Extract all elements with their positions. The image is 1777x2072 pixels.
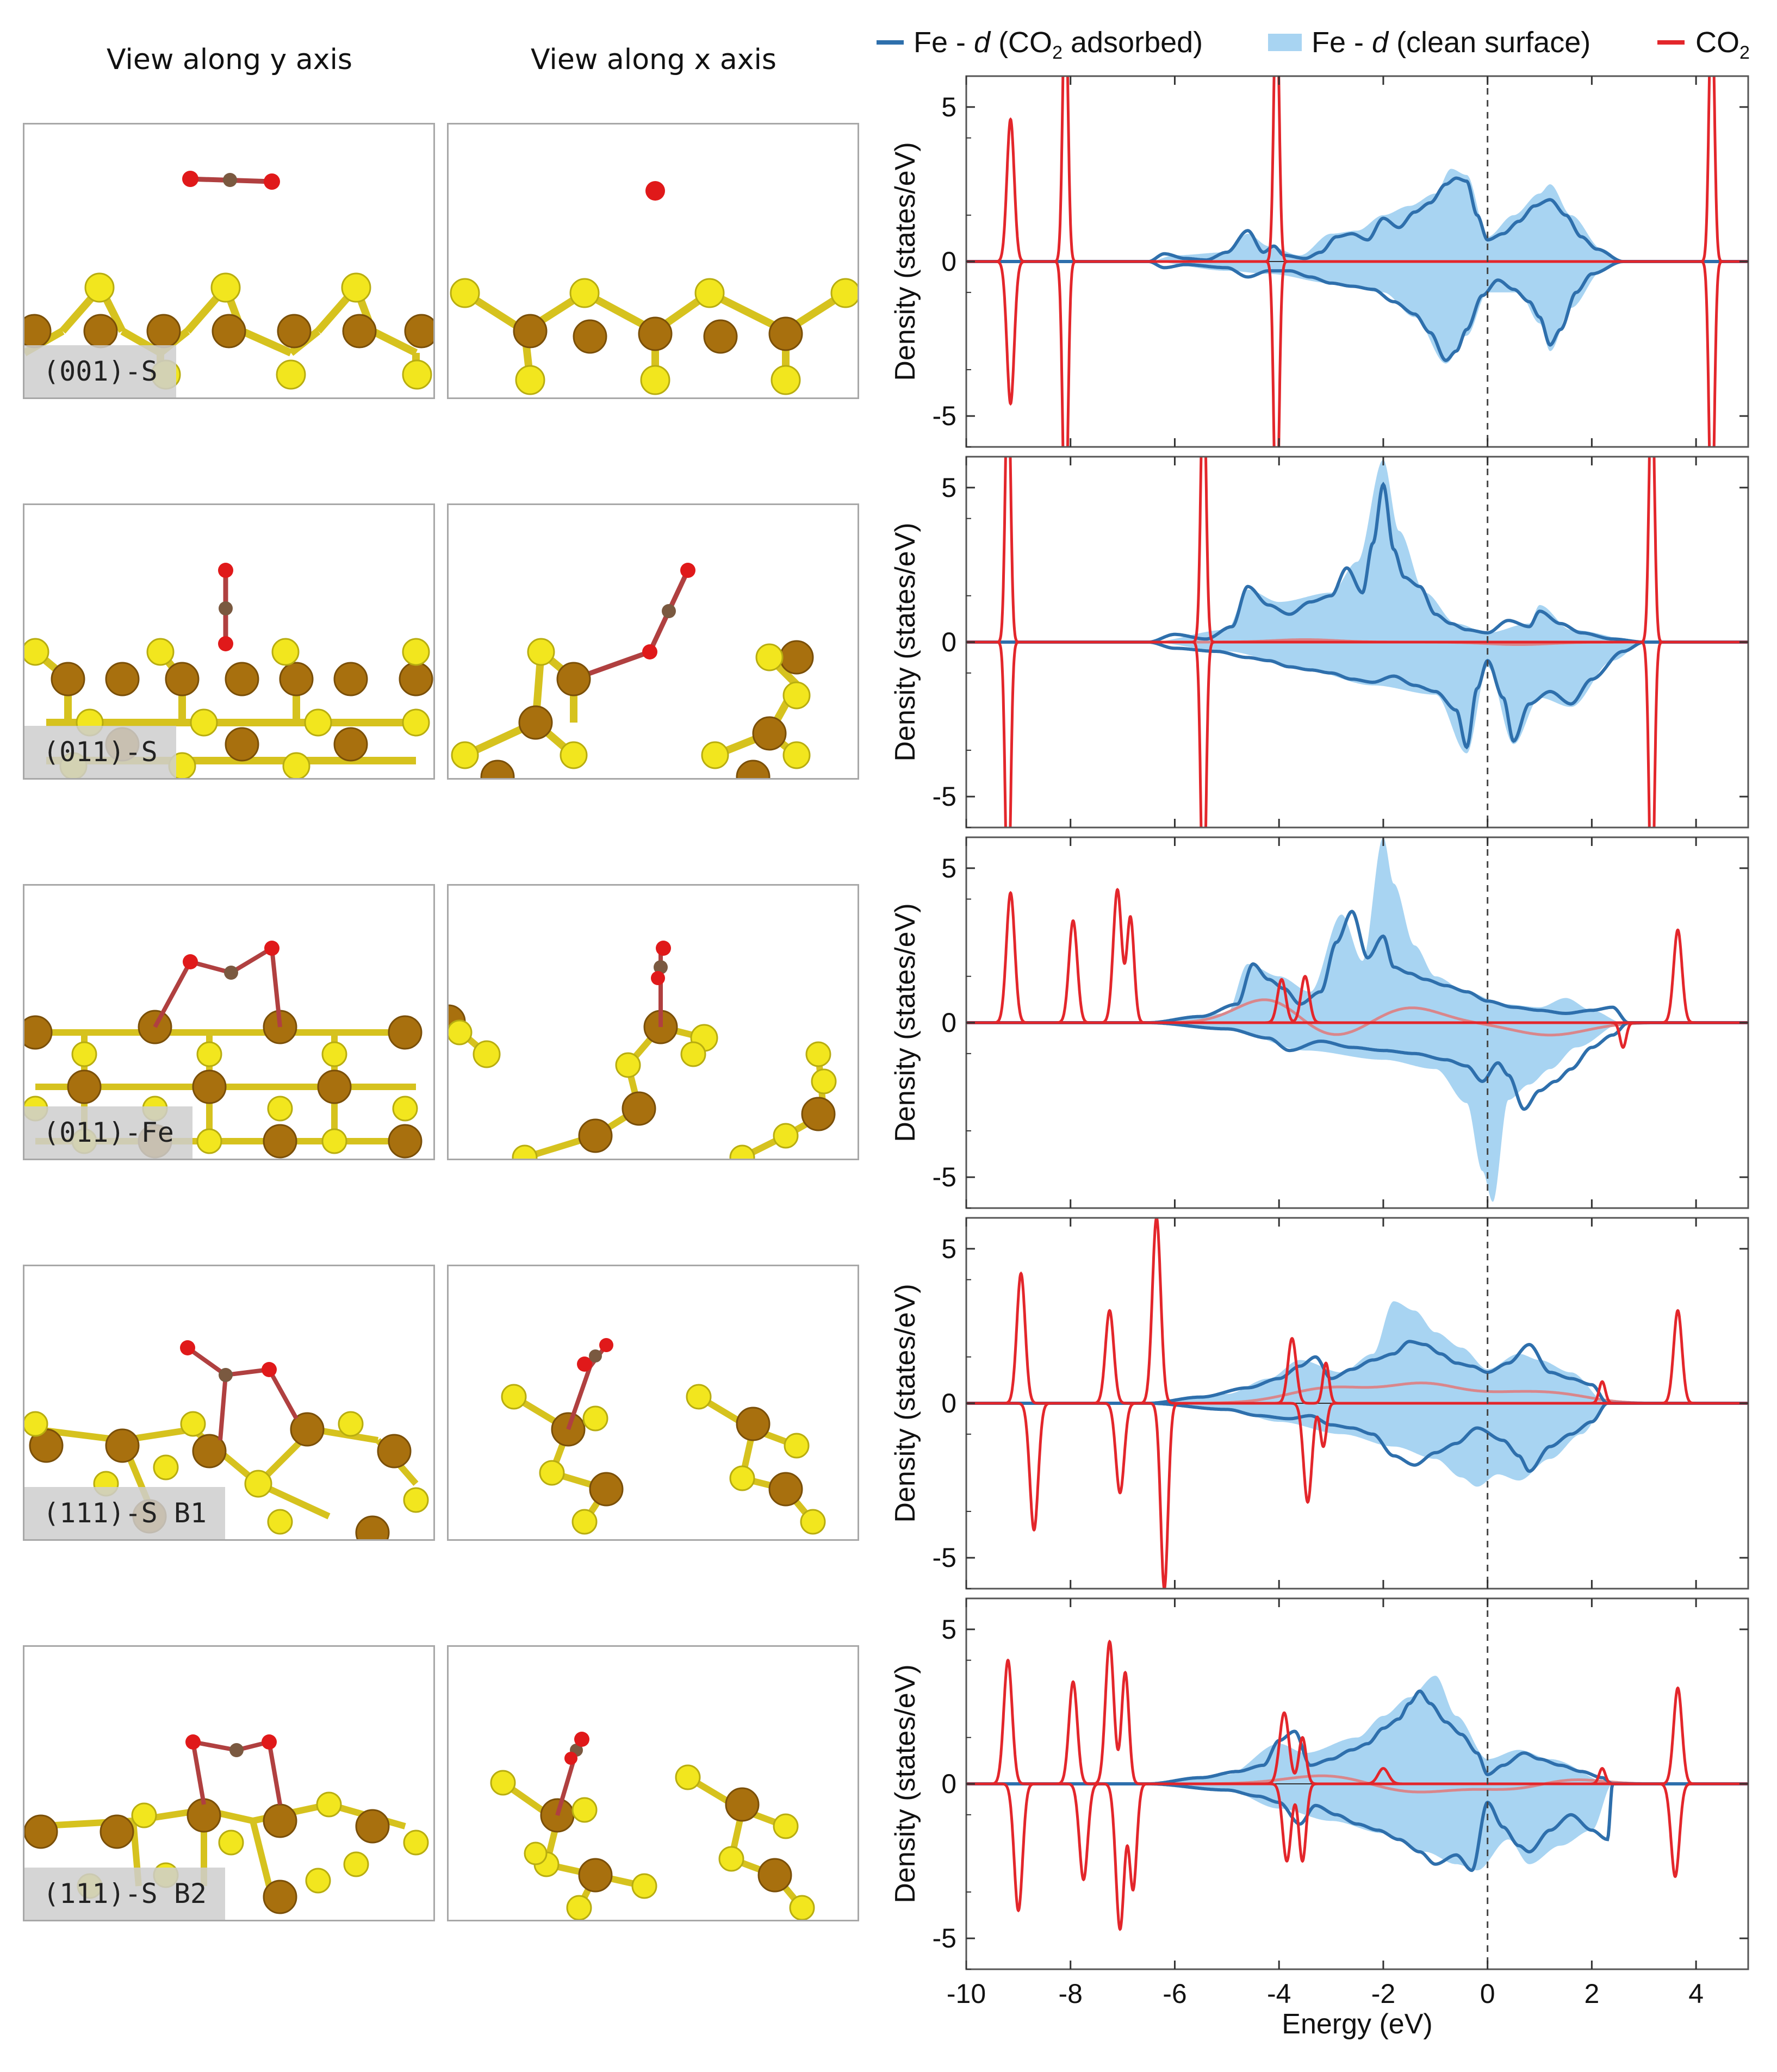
- slab-label-011-s: (011)-S: [24, 726, 176, 778]
- y-axis-title: Density (states/eV): [890, 522, 921, 761]
- dos-panel-011-fe: 5 0 -5 Density (states/eV): [890, 836, 1749, 1209]
- fe-clean-down-area: [966, 642, 1748, 754]
- legend-label-fe-adsorbed: Fe - d (CO2 adsorbed): [914, 26, 1203, 63]
- co2-molecule: [182, 171, 280, 190]
- y-tick-label: 0: [941, 246, 956, 277]
- fe-clean-down-area: [966, 1784, 1748, 1871]
- atoms-view-x-001-s: [450, 181, 858, 395]
- fe-atoms: [24, 314, 433, 349]
- atoms-view-y-111-s-b1: [24, 1340, 429, 1539]
- dos-panel-111-s-b2: 5 0 -5 Density (states/eV) -10 -8 -6 -4 -2 0 2 4 Ene…: [890, 1597, 1749, 2040]
- y-tick-label: 5: [941, 1614, 956, 1645]
- slab-label-111-s-b1: (111)-S B1: [24, 1487, 226, 1539]
- atoms-view-y-111-s-b2: [24, 1734, 429, 1914]
- atoms-view-x-111-s-b2: [490, 1732, 815, 1920]
- structure-view-y-001-s: (001)-S: [23, 123, 435, 399]
- fe-clean-up-area: [966, 1301, 1748, 1403]
- dos-panel-011-s: 5 0 -5 Density (states/eV): [890, 456, 1749, 829]
- fe-clean-up-area: [966, 837, 1748, 1023]
- x-tick-label: -10: [947, 1978, 986, 2009]
- structure-view-x-001-s: [447, 123, 859, 399]
- structure-view-x-011-fe: [447, 884, 859, 1160]
- co2-down-line: [966, 1782, 1748, 1931]
- x-tick-label: 0: [1480, 1978, 1495, 2009]
- y-tick-label: 0: [941, 1007, 956, 1038]
- x-tick-label: -4: [1267, 1978, 1291, 2009]
- y-axis-title: Density (states/eV): [890, 142, 921, 381]
- structure-view-y-111-s-b2: (111)-S B2: [23, 1645, 435, 1921]
- co2-down-line: [966, 1021, 1748, 1049]
- y-tick-label: -5: [933, 1542, 956, 1573]
- x-tick-label: 4: [1688, 1978, 1704, 2009]
- structure-view-x-011-s: [447, 503, 859, 780]
- legend-label-fe-clean: Fe - d (clean surface): [1312, 26, 1590, 59]
- fe-clean-up-area: [966, 459, 1748, 642]
- legend-swatch-fe-clean: [1268, 34, 1302, 51]
- y-axis-title: Density (states/eV): [890, 1284, 921, 1522]
- co2-up-line: [966, 76, 1748, 263]
- fe-clean-down-area: [966, 1023, 1748, 1202]
- y-tick-label: 0: [941, 627, 956, 657]
- fe-clean-up-area: [966, 169, 1748, 262]
- slab-label-011-fe: (011)-Fe: [24, 1106, 192, 1159]
- structure-view-y-011-s: (011)-S: [23, 503, 435, 780]
- slab-label-111-s-b2: (111)-S B2: [24, 1868, 226, 1920]
- y-tick-label: 0: [941, 1769, 956, 1799]
- co2-down-line: [966, 260, 1748, 447]
- structure-view-x-111-s-b2: [447, 1645, 859, 1921]
- legend: Fe - d (CO2 adsorbed) Fe - d (clean surf…: [877, 26, 1750, 63]
- legend-label-co2: CO2: [1695, 26, 1750, 63]
- y-tick-label: 5: [941, 1234, 956, 1264]
- y-tick-label: -5: [933, 401, 956, 431]
- structure-view-y-011-fe: (011)-Fe: [23, 884, 435, 1160]
- x-axis-title: Energy (eV): [1282, 2008, 1432, 2040]
- column-title-x: View along x axis: [530, 43, 777, 76]
- x-tick-label: -2: [1371, 1978, 1395, 2009]
- y-axis-title: Density (states/eV): [890, 1664, 921, 1903]
- co2-down-line: [966, 640, 1748, 827]
- fe-clean-down-area: [966, 262, 1748, 364]
- y-tick-label: 0: [941, 1388, 956, 1418]
- x-tick-label: -6: [1163, 1978, 1186, 2009]
- x-tick-label: -8: [1058, 1978, 1082, 2009]
- y-tick-label: 5: [941, 472, 956, 503]
- structure-view-x-111-s-b1: [447, 1265, 859, 1541]
- y-axis-title: Density (states/eV): [890, 903, 921, 1142]
- y-tick-label: -5: [933, 781, 956, 812]
- fe-clean-down-area: [966, 1403, 1748, 1487]
- x-tick-label: 2: [1584, 1978, 1599, 2009]
- dos-panel-111-s-b1: 5 0 -5 Density (states/eV): [890, 1217, 1749, 1590]
- column-title-y: View along y axis: [106, 43, 353, 76]
- atoms-view-x-111-s-b1: [501, 1338, 826, 1535]
- y-tick-label: -5: [933, 1162, 956, 1192]
- co2-down-line: [966, 1402, 1748, 1589]
- fe-clean-up-area: [966, 1676, 1748, 1784]
- structure-view-y-111-s-b1: (111)-S B1: [23, 1265, 435, 1541]
- atoms-view-x-011-fe: [449, 941, 837, 1159]
- y-tick-label: 5: [941, 853, 956, 883]
- y-tick-label: 5: [941, 92, 956, 122]
- atoms-view-x-011-s: [451, 563, 814, 778]
- slab-label-001-s: (001)-S: [24, 345, 176, 397]
- dos-panel-001-s: 5 0 -5 Density (states/eV): [890, 75, 1749, 448]
- y-tick-label: -5: [933, 1923, 956, 1953]
